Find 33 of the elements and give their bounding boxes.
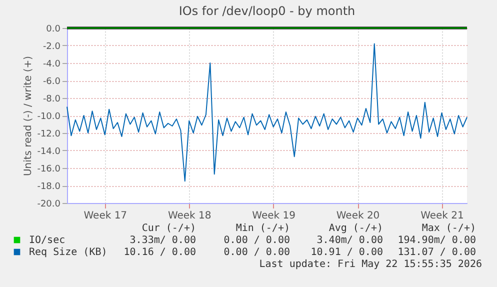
y-tick-label: -8.0 — [42, 94, 61, 104]
y-tick-label: -20.0 — [37, 200, 61, 210]
text: 3.33m/ 0.00 — [130, 235, 196, 246]
text: 3.40m/ 0.00 — [316, 235, 383, 246]
text: 194.90m/ 0.00 — [398, 235, 476, 246]
y-tick-label: -10.0 — [37, 112, 61, 122]
chart-title: IOs for /dev/loop0 - by month — [178, 4, 356, 18]
y-axis-title: Units read (-) / write (+) — [23, 56, 34, 176]
text: 0.00 / 0.00 — [224, 247, 290, 258]
y-tick-label: -2.0 — [42, 42, 61, 52]
y-tick-label: -14.0 — [37, 147, 61, 157]
y-tick-label: -18.0 — [37, 182, 61, 192]
x-tick-label: Week 20 — [336, 210, 380, 222]
y-tick-label: -4.0 — [42, 60, 61, 70]
y-tick-label: -12.0 — [37, 130, 61, 140]
x-tick-label: Week 19 — [252, 210, 296, 222]
text: Min (-/+) — [236, 223, 290, 234]
y-tick-label: -16.0 — [37, 164, 61, 174]
y-tick-label: 0.0 — [46, 24, 61, 34]
y-tick-label: -6.0 — [42, 77, 61, 87]
text: 0.00 / 0.00 — [224, 235, 290, 246]
x-tick-label: Week 21 — [420, 210, 464, 222]
text: Cur (-/+) — [142, 223, 196, 234]
text: 10.91 / 0.00 — [310, 247, 383, 258]
text: Avg (-/+) — [328, 223, 383, 234]
legend-label: IO/sec — [29, 235, 66, 246]
legend-label: Req Size (KB) — [29, 247, 108, 258]
text: 131.07 / 0.00 — [398, 247, 476, 258]
x-tick-label: Week 17 — [84, 210, 128, 222]
text: 10.16 / 0.00 — [124, 247, 196, 258]
x-tick-label: Week 18 — [168, 210, 212, 222]
text: Last update: Fri May 22 15:55:35 2026 — [259, 259, 482, 270]
text: Max (-/+) — [422, 223, 476, 234]
